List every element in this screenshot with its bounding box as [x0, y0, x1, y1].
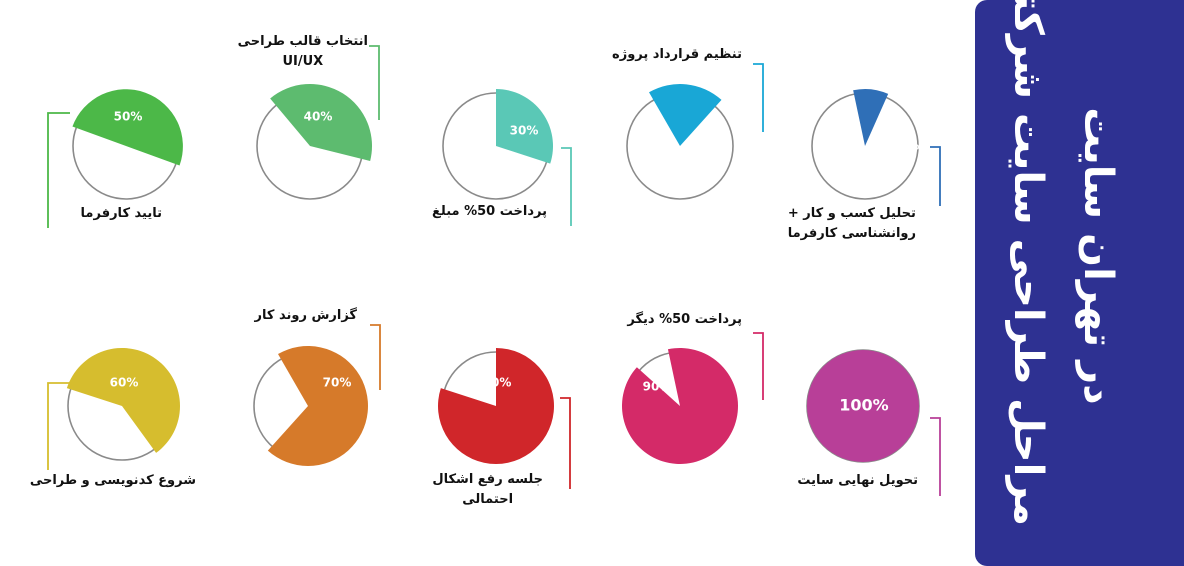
- step-connector-line: [561, 147, 572, 226]
- step-percent-label: 20%: [701, 130, 730, 144]
- step-7: 90%: [621, 332, 764, 465]
- step-label-line: تنظیم قرارداد پروژه: [612, 47, 742, 62]
- step-percent-label: 30%: [510, 124, 539, 138]
- step-label-line: تحویل نهایی سایت: [797, 473, 918, 488]
- step-3: 30%: [442, 89, 572, 226]
- step-label-line: پرداخت 50% دیگر: [627, 312, 742, 327]
- step-percent-label: 100%: [839, 396, 888, 415]
- step-percent-label: 90%: [643, 380, 672, 394]
- step-connector-line: [47, 112, 70, 228]
- step-6: 100%: [806, 349, 941, 496]
- step-label-line: شروع کدنویسی و طراحی: [29, 473, 196, 488]
- step-4: 40%: [256, 45, 380, 200]
- step-connector-line: [753, 63, 764, 132]
- step-slice: [270, 84, 373, 161]
- step-label-line: تایید کارفرما: [80, 206, 162, 221]
- step-connector-line: [930, 417, 941, 496]
- step-percent-label: 70%: [323, 376, 352, 390]
- step-label: جلسه رفع اشکال احتمالی: [432, 470, 543, 510]
- step-slice: [267, 346, 368, 467]
- step-label: تنظیم قرارداد پروژه: [612, 45, 742, 65]
- step-10: 60%: [47, 347, 181, 470]
- step-slice: [649, 84, 722, 146]
- step-label-line: تحلیل کسب و کار +: [787, 206, 916, 221]
- step-label-line: UI/UX: [282, 54, 324, 69]
- step-label-line: روانشناسی کارفرما: [787, 226, 916, 241]
- step-slice: [496, 89, 553, 164]
- step-connector-line: [753, 332, 764, 400]
- step-9: 70%: [253, 324, 381, 467]
- step-percent-label: 80%: [483, 376, 512, 390]
- step-label: انتخاب قالب طراحی UI/UX: [238, 32, 368, 72]
- panel-title-line-2: در تهران سایت: [1075, 107, 1121, 405]
- step-label-line: پرداخت 50% مبلغ: [432, 204, 547, 219]
- step-percent-label: 50%: [114, 110, 143, 124]
- step-label: شروع کدنویسی و طراحی: [30, 471, 196, 491]
- step-slice: [621, 348, 738, 465]
- step-percent-label: 60%: [110, 376, 139, 390]
- step-label: تحویل نهایی سایت: [797, 471, 918, 491]
- step-label: تایید کارفرما: [81, 204, 162, 224]
- step-connector-line: [369, 45, 380, 120]
- step-connector-line: [47, 382, 70, 470]
- step-label: گزارش روند کار: [255, 306, 357, 326]
- step-label: پرداخت 50% دیگر: [627, 310, 742, 330]
- step-label-line: گزارش روند کار: [254, 308, 357, 323]
- step-slice: [66, 347, 181, 453]
- step-connector-line: [930, 146, 941, 206]
- step-connector-line: [370, 324, 381, 390]
- step-slice: [72, 89, 183, 166]
- title-panel: [975, 0, 1184, 566]
- step-8: 80%: [438, 348, 571, 489]
- step-1: 10%: [811, 89, 941, 206]
- step-label: تحلیل کسب و کار + روانشناسی کارفرما: [788, 204, 916, 244]
- step-label: پرداخت 50% مبلغ: [432, 202, 547, 222]
- step-5: 50%: [47, 89, 183, 228]
- step-percent-label: 10%: [891, 139, 920, 153]
- step-label-line: جلسه رفع اشکال: [432, 472, 543, 487]
- step-slice: [438, 348, 555, 464]
- steps-diagram: 10% 20% 30% 40% 50% 100% 90% 80% 70% 60%: [47, 45, 941, 496]
- step-slice: [807, 350, 919, 462]
- step-connector-line: [560, 397, 571, 489]
- step-slice: [853, 89, 889, 146]
- step-2: 20%: [626, 63, 764, 200]
- step-percent-label: 40%: [304, 110, 333, 124]
- panel-title-line-1: مراحل طراحی سایت شرکتی: [1005, 0, 1051, 526]
- step-label-line: احتمالی: [462, 492, 514, 507]
- step-label-line: انتخاب قالب طراحی: [237, 34, 368, 49]
